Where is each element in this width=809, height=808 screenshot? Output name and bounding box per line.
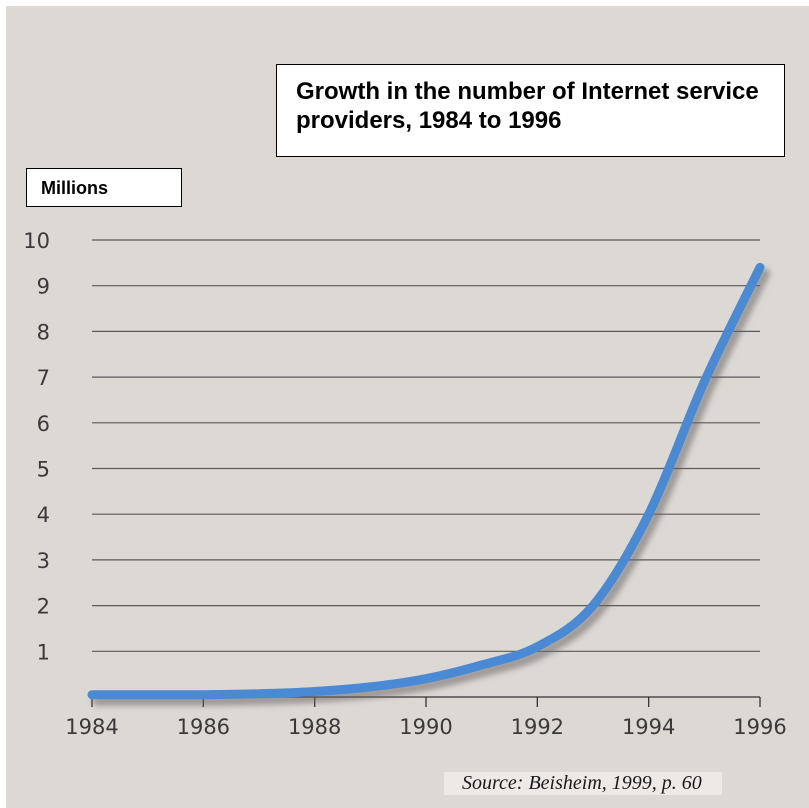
x-tick-label-1994: 1994 [622,715,675,739]
x-tick-label-1996: 1996 [733,715,786,739]
y-tick-label-9: 9 [37,275,50,299]
y-tick-label-10: 10 [23,229,50,253]
x-tick-label-1990: 1990 [399,715,452,739]
y-tick-label-4: 4 [37,503,50,527]
y-tick-label-8: 8 [37,320,50,344]
x-tick-label-1988: 1988 [288,715,341,739]
series-line [87,262,765,700]
chart-title-text: Growth in the number of Internet service… [296,78,759,134]
y-tick-label-2: 2 [37,595,50,619]
y-tick-label-1: 1 [37,640,50,664]
x-tick-label-1986: 1986 [177,715,230,739]
y-tick-label-6: 6 [37,412,50,436]
chart-title: Growth in the number of Internet service… [276,64,785,157]
y-axis-label-text: Millions [41,178,108,198]
chart-plot: 1 2 3 4 5 6 7 8 9 10 1984 1986 1988 1990 1992 1994 1996 [23,229,786,739]
chart-frame: 1 2 3 4 5 6 7 8 9 10 1984 1986 1988 1990 1992 1994 1996 … [6,6,809,808]
source-note: Source: Beisheim, 1999, p. 60 [444,772,722,795]
y-axis-label: Millions [26,168,182,207]
y-tick-label-5: 5 [37,458,50,482]
y-tick-label-7: 7 [37,366,50,390]
series-line-shadow [92,268,770,706]
x-tick-label-1984: 1984 [65,715,118,739]
x-tick-label-1992: 1992 [511,715,564,739]
y-tick-label-3: 3 [37,549,50,573]
